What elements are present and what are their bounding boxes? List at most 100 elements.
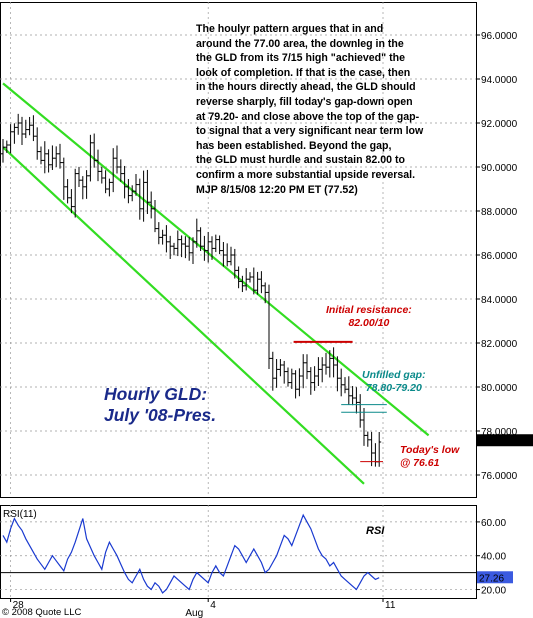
ohlc-bar (1, 139, 5, 163)
ohlc-bar (343, 377, 347, 394)
price-y-axis: 96.0000 94.0000 92.0000 90.0000 88.0000 86.00… (476, 31, 518, 482)
copyright: © 2008 Quote LLC (2, 607, 81, 618)
ohlc-bar (50, 145, 55, 170)
ohlc-bar (240, 275, 245, 293)
resistance-annotation-line: 82.00/10 (348, 317, 390, 329)
low-annotation-line: Today's low (400, 444, 460, 456)
annotation-lines (293, 340, 387, 463)
commentary-text: The houlyr pattern argues that in and ar… (196, 22, 464, 197)
resistance-annotation: Initial resistance: 82.00/10 (326, 304, 412, 330)
ohlc-bar (274, 359, 279, 388)
ohlc-bar (4, 140, 9, 153)
ohlc-bar (210, 236, 214, 260)
commentary-line: at 79.20- and close above the top of the… (196, 110, 420, 123)
y-tick-label: 88.0000 (481, 207, 518, 218)
ohlc-bar (46, 149, 51, 173)
ohlc-bar (354, 387, 359, 414)
ohlc-bar (362, 407, 366, 446)
ohlc-bar (217, 235, 222, 255)
ohlc-bar (126, 179, 131, 204)
x-tick-label: 28 (13, 600, 25, 611)
x-tick-label: 11 (385, 600, 396, 611)
commentary-line: to signal that a very significant near t… (196, 125, 424, 138)
commentary-line: around the 77.00 area, the downleg in th… (196, 37, 404, 50)
ohlc-bar (282, 360, 287, 384)
y-tick-label: 80.0000 (481, 383, 518, 394)
ohlc-bar (69, 189, 74, 214)
ohlc-bar (92, 133, 97, 168)
commentary-line: look of completion. If that is the case,… (196, 66, 411, 79)
ohlc-bar (137, 178, 142, 220)
ohlc-bar (130, 185, 135, 202)
ohlc-bar (77, 166, 81, 187)
ohlc-bar (84, 170, 89, 199)
ohlc-bar (8, 124, 13, 154)
ohlc-bar (191, 237, 195, 264)
grid-lines (0, 2, 476, 598)
ohlc-bar (172, 242, 176, 256)
rsi-tick-label: 60.00 (481, 518, 506, 529)
low-annotation-line: @ 76.61 (400, 457, 440, 469)
ohlc-bar (23, 119, 28, 139)
resistance-annotation-line: Initial resistance: (326, 304, 412, 316)
ohlc-bar (316, 357, 321, 387)
rsi-grid (0, 521, 476, 590)
rsi-last-value-marker: 27.26 (477, 571, 513, 584)
ohlc-bar (267, 284, 271, 370)
chart-title-line: July '08-Pres. (104, 405, 217, 425)
commentary-line: The houlyr pattern argues that in and (196, 23, 384, 35)
ohlc-bar (134, 173, 138, 196)
ohlc-bar (289, 368, 294, 389)
ohlc-bar (297, 368, 302, 397)
y-tick-label: 90.0000 (481, 163, 518, 174)
ohlc-bar (248, 272, 252, 283)
ohlc-bar (365, 431, 370, 447)
channel-line (2, 146, 365, 485)
rsi-label: RSI(11) (3, 509, 37, 520)
ohlc-bar (327, 350, 332, 378)
ohlc-bar (270, 351, 275, 391)
ohlc-bar (251, 267, 256, 295)
ohlc-bar (213, 234, 218, 253)
ohlc-bar (324, 352, 328, 375)
ohlc-bar (115, 145, 119, 174)
ohlc-bar (111, 148, 116, 193)
ohlc-bar (88, 134, 93, 182)
ohlc-bar (179, 235, 184, 258)
commentary-line: the GLD must hurdle and sustain 82.00 to (196, 154, 405, 167)
gap-annotation-line: 78.80-79.20 (365, 382, 422, 394)
ohlc-bar (350, 386, 355, 406)
ohlc-bar (12, 123, 17, 144)
last-price-label: 77.5799 (479, 436, 516, 447)
rsi-panel-border (0, 505, 477, 599)
chart-title-line: Hourly GLD: (104, 384, 208, 404)
chart-title: Hourly GLD: July '08-Pres. (104, 384, 216, 426)
ohlc-bar (31, 115, 36, 142)
ohlc-bar (286, 367, 290, 387)
ohlc-bar (164, 225, 169, 253)
commentary-line: has been established. Beyond the gap, (196, 139, 392, 152)
ohlc-bar (122, 165, 127, 199)
ohlc-bars (1, 113, 382, 467)
ohlc-bar (308, 367, 313, 395)
commentary-line: confirm a more substantial upside revers… (196, 168, 416, 181)
ohlc-bar (107, 178, 112, 197)
ohlc-bar (20, 116, 24, 146)
ohlc-bar (80, 176, 85, 200)
rsi-last-label: 27.26 (479, 573, 504, 584)
ohlc-bar (255, 271, 260, 295)
ohlc-bar (225, 243, 230, 267)
ohlc-bar (145, 169, 150, 215)
y-tick-label: 96.0000 (481, 31, 518, 42)
ohlc-bar (42, 141, 47, 174)
y-tick-label: 84.0000 (481, 295, 518, 306)
ohlc-bar (320, 357, 325, 383)
ohlc-bar (202, 235, 207, 261)
ohlc-bar (73, 168, 78, 218)
ohlc-bar (58, 143, 62, 169)
ohlc-bar (187, 237, 192, 261)
commentary-line: reverse sharply, fill today's gap-down o… (196, 95, 413, 108)
rsi-line (2, 513, 380, 594)
ohlc-bar (339, 368, 344, 397)
